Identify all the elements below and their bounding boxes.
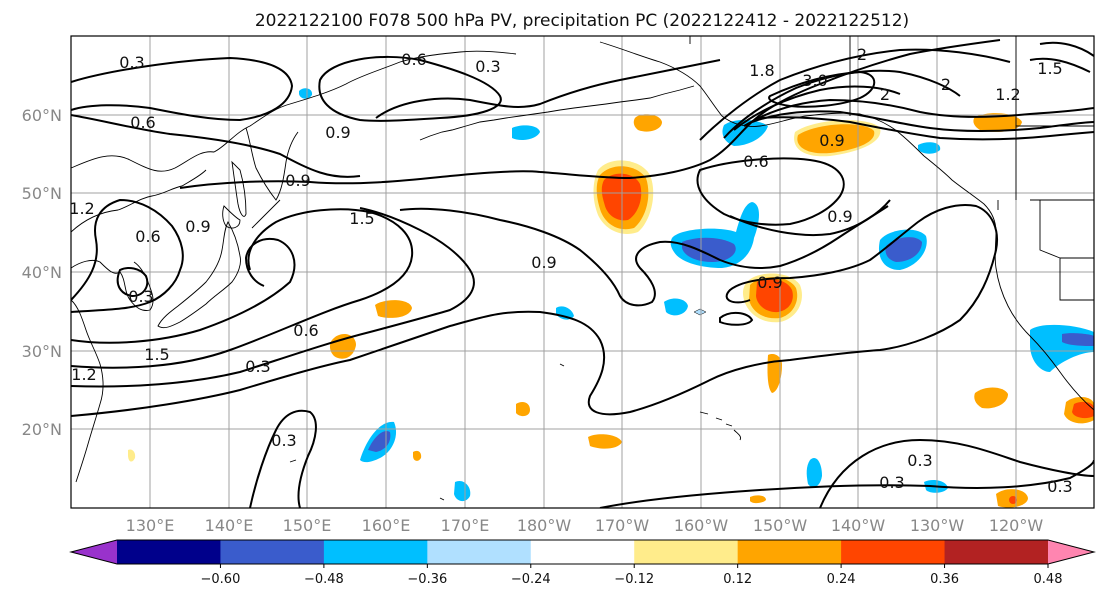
contour-label: 0.3: [271, 431, 296, 450]
contour-label: 1.8: [749, 61, 774, 80]
colorbar-segment: [634, 540, 739, 564]
colorbar-tick-label: 0.48: [1034, 572, 1063, 587]
lat-label: 60°N: [22, 106, 62, 125]
coastlines: [71, 36, 1094, 501]
figure-title: 2022122100 F078 500 hPa PV, precipitatio…: [255, 11, 909, 31]
colorbar-segment: [427, 540, 532, 564]
contour-label: 0.3: [1047, 477, 1072, 496]
colorbar-tick-label: −0.12: [614, 572, 654, 587]
contour-label: 0.9: [285, 171, 310, 190]
contour-label: 0.3: [245, 357, 270, 376]
contour-label: 1.2: [69, 199, 94, 218]
contour-label: 2: [941, 75, 951, 94]
contour-label: 1.2: [995, 85, 1020, 104]
lon-label: 140°E: [205, 516, 254, 535]
colorbar-segments: [117, 540, 1049, 564]
contour-label: 3.0: [802, 71, 827, 90]
contour-label: 1.5: [144, 345, 169, 364]
colorbar-segment: [841, 540, 946, 564]
contour-labels: 0.3 0.6 0.3 0.6 0.9 1.5 1.8 3.0 2 2 2 1.…: [69, 45, 1072, 496]
lon-label: 170°E: [441, 516, 490, 535]
colorbar-ticks: −0.60 −0.48 −0.36 −0.24 −0.12 0.12 0.24 0.36 0.4…: [201, 564, 1063, 587]
map-area: [71, 36, 1094, 508]
lat-label: 30°N: [22, 342, 62, 361]
pv-contours: [71, 39, 1094, 508]
lon-label: 160°W: [674, 516, 729, 535]
contour-label: 0.3: [879, 473, 904, 492]
contour-label: 0.9: [827, 207, 852, 226]
lon-label: 180°W: [517, 516, 572, 535]
colorbar-segment: [117, 540, 221, 564]
lon-label: 140°W: [831, 516, 886, 535]
contour-label: 2: [857, 45, 867, 64]
longitude-labels: 130°E 140°E 150°E 160°E 170°E 180°W 170°…: [126, 516, 1044, 535]
lon-label: 120°W: [989, 516, 1044, 535]
lon-label: 130°E: [126, 516, 175, 535]
contour-label: 0.9: [325, 123, 350, 142]
colorbar-segment: [220, 540, 325, 564]
colorbar-extend-min: [71, 540, 117, 564]
colorbar-tick-label: 0.36: [930, 572, 959, 587]
colorbar-tick-label: −0.24: [511, 572, 551, 587]
colorbar-segment: [323, 540, 428, 564]
contour-label: 0.3: [475, 57, 500, 76]
colorbar: −0.60 −0.48 −0.36 −0.24 −0.12 0.12 0.24 0.36 0.4…: [69, 539, 1096, 587]
contour-label: 1.5: [349, 209, 374, 228]
contour-label: 0.9: [819, 131, 844, 150]
contour-label: 0.3: [907, 451, 932, 470]
colorbar-segment: [737, 540, 842, 564]
lon-label: 170°W: [595, 516, 650, 535]
contour-label: 0.6: [401, 50, 426, 69]
colorbar-segment: [530, 540, 635, 564]
graticule: [71, 36, 1094, 508]
lon-label: 150°E: [283, 516, 332, 535]
contour-label: 0.3: [119, 53, 144, 72]
latitude-labels: 60°N 50°N 40°N 30°N 20°N: [22, 106, 62, 439]
colorbar-tick-label: −0.60: [201, 572, 241, 587]
colorbar-extend-max: [1048, 540, 1094, 564]
contour-label: 0.9: [531, 253, 556, 272]
lon-label: 130°W: [910, 516, 965, 535]
colorbar-tick-label: 0.24: [827, 572, 856, 587]
lat-label: 40°N: [22, 263, 62, 282]
precip-shading: [128, 88, 1094, 508]
colorbar-tick-label: 0.12: [723, 572, 752, 587]
contour-label: 0.6: [293, 321, 318, 340]
contour-label: 0.9: [757, 273, 782, 292]
contour-label: 0.3: [128, 287, 153, 306]
map-frame: [70, 35, 1095, 509]
lat-label: 20°N: [22, 420, 62, 439]
contour-label: 0.9: [185, 217, 210, 236]
colorbar-tick-label: −0.36: [407, 572, 447, 587]
contour-label: 1.5: [1037, 59, 1062, 78]
colorbar-tick-label: −0.48: [304, 572, 344, 587]
colorbar-segment: [944, 540, 1049, 564]
contour-label: 2: [880, 85, 890, 104]
lon-label: 160°E: [362, 516, 411, 535]
lon-label: 150°W: [753, 516, 808, 535]
colorbar-outline: [69, 539, 1096, 565]
contour-label: 1.2: [71, 365, 96, 384]
lat-label: 50°N: [22, 184, 62, 203]
contour-label: 0.6: [743, 152, 768, 171]
contour-label: 0.6: [130, 113, 155, 132]
contour-label: 0.6: [135, 227, 160, 246]
